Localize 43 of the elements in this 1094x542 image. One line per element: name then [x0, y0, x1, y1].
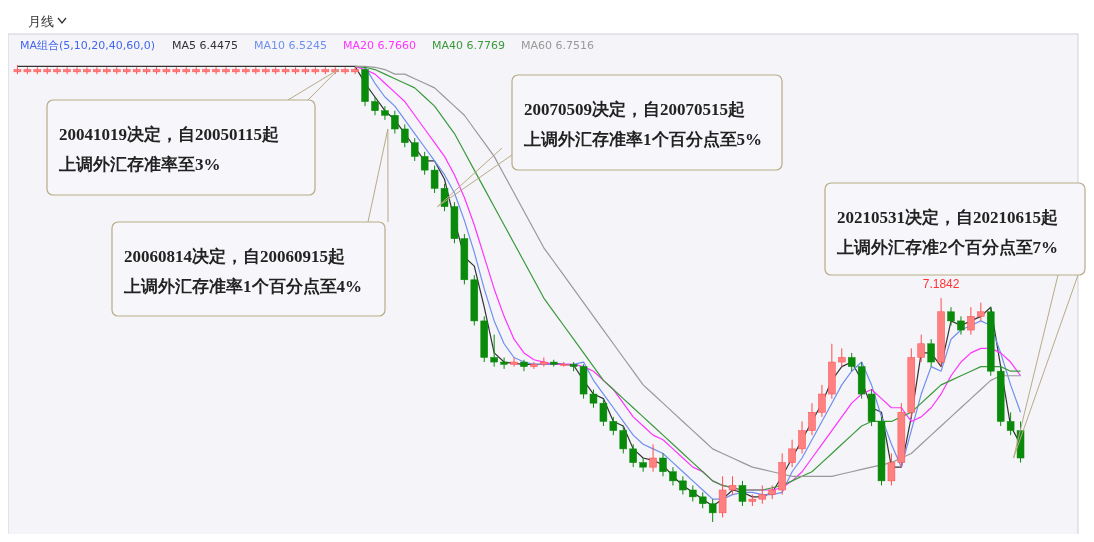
candlestick [738, 480, 747, 507]
text: MA60 6.7516 [521, 39, 594, 52]
candlestick [808, 402, 816, 436]
candlestick [649, 443, 657, 473]
annotation: 20041019决定，自20050115起上调外汇存准率至3% [58, 125, 280, 174]
candlestick [669, 466, 677, 486]
candlestick [410, 137, 419, 162]
chart-subtitle: 月线 [28, 14, 54, 29]
candlestick [530, 361, 538, 370]
candlestick [847, 352, 856, 372]
candlestick [391, 110, 399, 135]
series-label: MA5 6.4475 [172, 39, 238, 52]
candlestick [838, 347, 846, 368]
candlestick [818, 384, 826, 418]
legend-title: MA组合(5,10,20,40,60,0) [20, 39, 156, 52]
candlestick [659, 452, 667, 477]
candlestick [917, 334, 925, 363]
candlestick [490, 334, 498, 368]
candlestick [381, 105, 389, 121]
candlestick [619, 425, 628, 454]
candlestick [371, 96, 379, 116]
series-label: MA20 6.7660 [343, 39, 416, 52]
candlestick [788, 439, 796, 468]
text: MA40 6.7769 [432, 39, 505, 52]
candlestick [957, 315, 965, 336]
annotation: 20210531决定，自20210615起上调外汇存准2个百分点至7% [836, 208, 1058, 257]
annotation: 7.1842 [922, 277, 960, 292]
candlestick [500, 356, 508, 370]
candlestick [401, 123, 409, 148]
candlestick [927, 338, 935, 368]
candlestick [629, 443, 637, 468]
annotation: 20070509决定，自20070515起上调外汇存准率1个百分点至5% [523, 100, 762, 149]
candlestick [977, 302, 985, 322]
candlestick [679, 475, 687, 496]
candlestick [798, 420, 806, 454]
candlestick [708, 498, 717, 523]
candlestick [520, 359, 528, 372]
candlestick [639, 457, 647, 473]
annotation: 20060814决定，自20060915起上调外汇存准率1个百分点至4% [123, 247, 362, 296]
candlestick [510, 356, 518, 368]
candlestick [967, 306, 975, 336]
candlestick [947, 306, 955, 326]
text: MA10 6.5245 [254, 39, 327, 52]
